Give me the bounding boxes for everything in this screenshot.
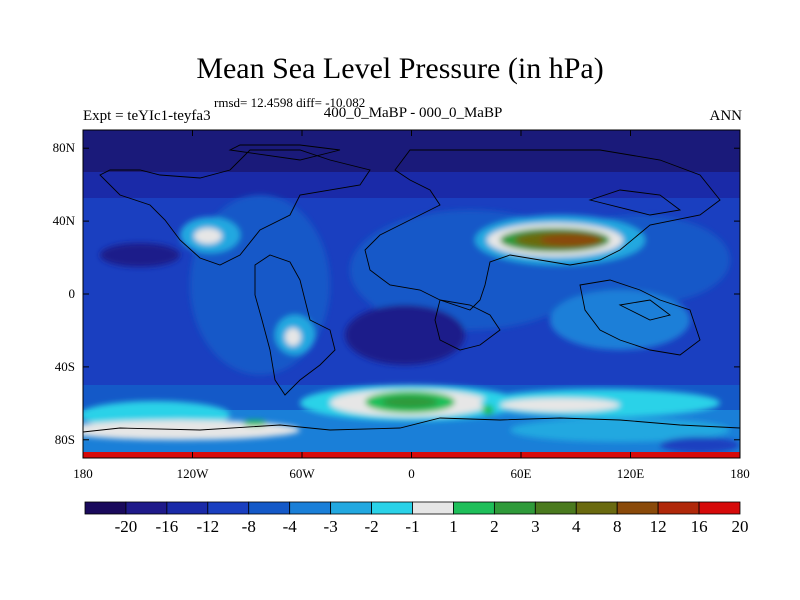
colorbar-box <box>207 501 250 515</box>
colorbar-box <box>493 501 536 515</box>
colorbar-label: -12 <box>196 517 220 536</box>
colorbar-label: 3 <box>531 517 540 536</box>
colorbar-label: -2 <box>364 517 379 536</box>
colorbar-label: 4 <box>572 517 581 536</box>
x-tick-label: 60E <box>510 466 532 481</box>
colorbar-box <box>698 501 741 515</box>
colorbar-label: -1 <box>405 517 420 536</box>
colorbar-box <box>166 501 209 515</box>
colorbar-box <box>289 501 332 515</box>
y-tick-label: 0 <box>68 286 76 301</box>
period-label: 400_0_MaBP - 000_0_MaBP <box>323 105 503 121</box>
colorbar-box <box>84 501 127 515</box>
pressure-field <box>83 130 740 458</box>
y-tick-label: 80N <box>52 140 75 156</box>
colorbar-box <box>534 501 577 515</box>
colorbar-box <box>453 501 495 515</box>
x-tick-label: 120E <box>616 466 645 481</box>
x-tick-label: 0 <box>408 466 415 481</box>
colorbar-label: 16 <box>690 517 708 536</box>
colorbar-label: -20 <box>114 517 138 536</box>
x-tick-label: 120W <box>176 466 209 481</box>
colorbar-box <box>248 501 291 515</box>
y-tick-label: 40N <box>52 213 75 229</box>
colorbar-box <box>575 501 618 515</box>
continent-outlines <box>83 144 740 433</box>
colorbar-box <box>412 501 454 515</box>
colorbar-label: -3 <box>323 517 338 536</box>
colorbar-label: 8 <box>612 517 622 536</box>
colorbar-box <box>616 501 659 515</box>
colorbar-label: 12 <box>649 517 667 536</box>
colorbar-label: 20 <box>731 517 749 536</box>
map-title: Mean Sea Level Pressure (in hPa) <box>196 52 604 85</box>
colorbar-box <box>125 501 168 515</box>
colorbar-label: 2 <box>490 517 499 536</box>
colorbar-box <box>330 501 372 515</box>
experiment-label: Expt = teYIc1-teyfa3 <box>83 108 211 124</box>
colorbar-box <box>657 501 700 515</box>
axis-ticks <box>82 130 741 458</box>
colorbar-box <box>371 501 413 515</box>
x-tick-label: 180 <box>73 466 93 481</box>
x-tick-label: 180 <box>730 466 750 481</box>
colorbar-label: -8 <box>241 517 256 536</box>
y-tick-label: 40S <box>54 358 75 374</box>
x-tick-label: 60W <box>289 466 315 481</box>
arctic-band <box>83 130 740 175</box>
season-label: ANN <box>709 108 743 124</box>
stats-line: rmsd= 12.4598 diff= -10.082 <box>214 95 366 110</box>
colorbar-label: 1 <box>449 517 458 536</box>
colorbar-label: -4 <box>282 517 297 536</box>
colorbar-label: -16 <box>155 517 179 536</box>
colorbar <box>84 501 741 515</box>
y-tick-label: 80S <box>54 431 75 447</box>
